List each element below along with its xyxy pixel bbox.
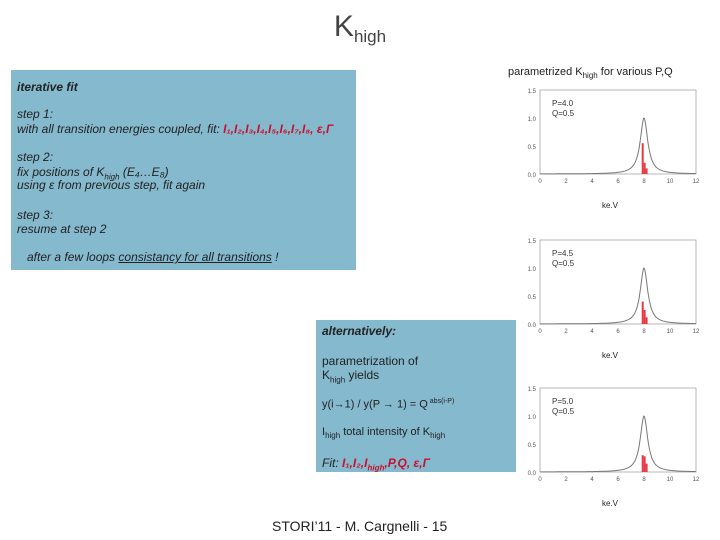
transition-bar [641, 455, 644, 472]
plot-frame [539, 239, 697, 325]
step1-label: step 1: [17, 107, 54, 121]
alt-ihigh: Ihigh total intensity of Khigh [322, 426, 446, 441]
y-tick-label: 1.0 [528, 267, 537, 273]
plot-frame [539, 89, 697, 175]
step1-text: with all transition energies coupled, fi… [17, 122, 334, 136]
x-tick-label: 10 [667, 477, 674, 483]
alternative-box: alternatively: parametrization of Khigh … [316, 320, 516, 472]
x-tick-label: 4 [590, 329, 594, 335]
x-tick-label: 6 [616, 179, 620, 185]
x-tick-label: 8 [642, 179, 646, 185]
y-tick-label: 0.0 [528, 323, 537, 329]
x-tick-label: 2 [564, 179, 568, 185]
step2-label: step 2: [17, 150, 54, 164]
legend-entry: Q=0.5 [552, 407, 575, 416]
transition-bar [645, 168, 648, 174]
step2-text2: using ε from previous step, fit again [17, 178, 206, 192]
spectrum-curve [540, 415, 696, 473]
x-tick-label: 4 [590, 477, 594, 483]
transition-bar [641, 301, 644, 324]
y-tick-label: 1.5 [528, 387, 537, 393]
x-tick-label: 8 [642, 477, 646, 483]
x-tick-label: 8 [642, 329, 646, 335]
x-axis-label: ke.V [602, 201, 619, 210]
y-tick-label: 1.5 [528, 89, 537, 95]
y-tick-label: 0.0 [528, 173, 537, 179]
x-tick-label: 12 [693, 477, 700, 483]
legend-entry: P=5.0 [552, 397, 574, 406]
x-tick-label: 12 [693, 179, 700, 185]
alt-fit-vars: I₁,I₂,Ihigh,P,Q, ε,Γ [342, 456, 430, 473]
transition-bar [643, 310, 646, 324]
y-tick-label: 1.0 [528, 117, 537, 123]
alt-fit: Fit: I₁,I₂,Ihigh,P,Q, ε,Γ [322, 456, 430, 473]
x-tick-label: 6 [616, 329, 620, 335]
chart-p45-svg: 1.5 1.0 0.5 0.00 2 4 6 8 10 12 P=4.5Q=0.5 ke.V [528, 239, 700, 360]
transition-bar [641, 143, 644, 174]
alternative-heading: alternatively: [322, 324, 397, 338]
transition-bar [643, 162, 646, 174]
y-tick-label: 1.5 [528, 239, 537, 245]
x-tick-label: 2 [564, 329, 568, 335]
y-tick-label: 0.5 [528, 295, 537, 301]
x-tick-label: 0 [538, 477, 542, 483]
legend-entry: Q=0.5 [552, 109, 575, 118]
x-axis-label: ke.V [602, 499, 619, 508]
y-tick-label: 0.5 [528, 145, 537, 151]
spectrum-curve [540, 117, 696, 175]
chart-panel-title: parametrized Khigh for various P,Q [508, 66, 673, 81]
legend-entry: P=4.0 [552, 99, 574, 108]
chart-p50-svg: 1.5 1.0 0.5 0.00 2 4 6 8 10 12 P=5.0Q=0.5 ke.V [528, 387, 700, 508]
transition-bar [645, 463, 648, 472]
loop-note: after a few loops consistancy for all tr… [27, 250, 279, 264]
step1-fit-vars: I₁,I₂,I₃,I₄,I₅,I₆,I₇,I₈, ε,Γ [223, 122, 334, 136]
step3-label: step 3: [17, 208, 54, 222]
transition-bar [643, 456, 646, 472]
x-tick-label: 0 [538, 329, 542, 335]
step3-text: resume at step 2 [17, 222, 107, 236]
plot-frame [539, 387, 697, 473]
slide-title: Khigh [333, 10, 387, 46]
x-tick-label: 2 [564, 477, 568, 483]
y-tick-label: 0.5 [528, 443, 537, 449]
chart-p40: 1.5 1.0 0.5 0.0 0 2 4 6 8 10 12 P=4.0 Q=0.5 ke.V [508, 82, 708, 212]
step2-text: fix positions of Khigh (E₄…E₈) [17, 165, 169, 182]
alt-line2: Khigh yields [322, 368, 380, 385]
x-axis-label: ke.V [602, 351, 619, 360]
legend-entry: P=4.5 [552, 249, 574, 258]
legend-entry: Q=0.5 [552, 259, 575, 268]
x-tick-label: 10 [667, 179, 674, 185]
y-tick-label: 1.0 [528, 415, 537, 421]
chart-p40-svg: 1.5 1.0 0.5 0.00 2 4 6 8 10 12 P=4.0Q=0.5 ke.V [528, 89, 700, 210]
slide-footer: STORI’11 - M. Cargnelli - 15 [272, 518, 448, 534]
transition-bar [645, 317, 648, 324]
spectrum-curve [540, 267, 696, 325]
x-tick-label: 10 [667, 329, 674, 335]
x-tick-label: 4 [590, 179, 594, 185]
y-tick-label: 0.0 [528, 471, 537, 477]
chart-p50: 1.5 1.0 0.5 0.0 0 2 4 6 8 10 12 P=5.0 Q=0.5 ke.V [508, 380, 708, 510]
alt-formula: y(i→1) / y(P → 1) = Q abs(i-P) [322, 398, 455, 411]
x-tick-label: 12 [693, 329, 700, 335]
chart-p45: 1.5 1.0 0.5 0.0 0 2 4 6 8 10 12 P=4.5 Q=0.5 ke.V [508, 232, 708, 362]
iterative-fit-heading: iterative fit [17, 80, 78, 94]
x-tick-label: 0 [538, 179, 542, 185]
x-tick-label: 6 [616, 477, 620, 483]
iterative-fit-box: iterative fit step 1: with all transitio… [11, 70, 356, 270]
alt-line1: parametrization of [322, 354, 419, 368]
